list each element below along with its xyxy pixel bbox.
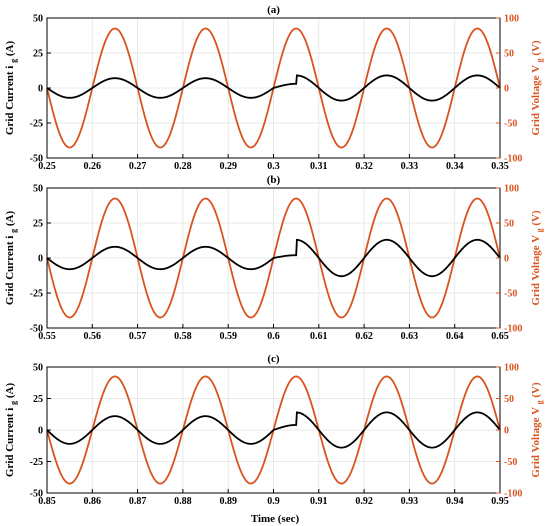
y-left-tick-label: -25	[30, 119, 43, 130]
x-tick-label: 0.26	[84, 161, 102, 172]
x-tick-label: 0.27	[129, 161, 147, 172]
x-tick-label: 0.55	[38, 331, 56, 342]
y-left-tick-label: 25	[33, 49, 43, 60]
chart-panel-3: 0.85 0.86 0.87 0.88 0.89 0.9 0.91 0.92 0.93 0.94 0…	[4, 353, 544, 507]
x-tick-label: 0.65	[491, 331, 509, 342]
y-right-tick-label: 100	[504, 184, 519, 195]
grid-current-line	[46, 411, 501, 449]
panel-title: (b)	[267, 174, 281, 186]
y-left-axis-title: Grid Current i g (A)	[4, 41, 18, 136]
x-tick-label: 0.34	[446, 161, 464, 172]
x-tick-label: 0.58	[174, 331, 192, 342]
y-left-axis-title: Grid Current i g (A)	[4, 383, 18, 478]
y-left-tick-label: -50	[30, 324, 43, 335]
x-tick-label: 0.57	[129, 331, 147, 342]
y-left-axis-title: Grid Current i g (A)	[4, 211, 18, 306]
panels: 0.25 0.26 0.27 0.28 0.29 0.3 0.31 0.32 0.33 0.34 0…	[4, 4, 544, 507]
x-tick-label: 0.64	[446, 331, 464, 342]
y-right-tick-label: 100	[504, 363, 519, 374]
y-right-tick-label: 50	[504, 49, 514, 60]
y-right-tick-label: -100	[504, 154, 522, 165]
x-tick-label: 0.9	[267, 496, 280, 507]
x-tick-label: 0.6	[267, 331, 280, 342]
y-right-tick-label: 50	[504, 394, 514, 405]
y-left-tick-label: 0	[38, 426, 43, 437]
y-right-tick-label: 0	[504, 84, 509, 95]
chart-panel-1: 0.25 0.26 0.27 0.28 0.29 0.3 0.31 0.32 0.33 0.34 0…	[4, 4, 544, 172]
x-tick-label: 0.25	[38, 161, 56, 172]
x-tick-label: 0.56	[84, 331, 102, 342]
x-tick-label: 0.29	[219, 161, 237, 172]
y-right-axis-title: Grid Voltage V g (V)	[530, 210, 544, 306]
y-left-tick-label: 50	[33, 184, 43, 195]
y-left-tick-label: 25	[33, 394, 43, 405]
y-right-axis-title: Grid Voltage V g (V)	[530, 382, 544, 478]
x-tick-label: 0.31	[310, 161, 328, 172]
y-left-tick-label: 25	[33, 219, 43, 230]
x-tick-label: 0.95	[491, 496, 509, 507]
y-right-tick-label: 50	[504, 219, 514, 230]
x-tick-label: 0.28	[174, 161, 192, 172]
panel-title: (a)	[267, 4, 280, 16]
x-tick-label: 0.3	[267, 161, 280, 172]
y-right-tick-label: -100	[504, 324, 522, 335]
y-left-tick-label: 0	[38, 254, 43, 265]
x-tick-label: 0.89	[219, 496, 237, 507]
x-tick-label: 0.86	[84, 496, 102, 507]
x-tick-label: 0.63	[401, 331, 419, 342]
y-right-tick-label: -50	[504, 289, 517, 300]
x-tick-label: 0.33	[401, 161, 419, 172]
y-left-tick-label: 50	[33, 14, 43, 25]
y-right-tick-label: 0	[504, 254, 509, 265]
y-right-tick-label: -50	[504, 119, 517, 130]
x-tick-label: 0.35	[491, 161, 509, 172]
panel-title: (c)	[267, 353, 280, 365]
y-left-tick-label: -50	[30, 154, 43, 165]
y-left-tick-label: -25	[30, 457, 43, 468]
y-right-tick-label: 0	[504, 426, 509, 437]
x-tick-label: 0.59	[219, 331, 237, 342]
y-right-tick-label: -50	[504, 457, 517, 468]
y-left-tick-label: -50	[30, 489, 43, 500]
y-right-tick-label: 100	[504, 14, 519, 25]
x-tick-label: 0.62	[355, 331, 373, 342]
x-tick-label: 0.91	[310, 496, 328, 507]
y-right-axis-title: Grid Voltage V g (V)	[530, 40, 544, 136]
y-left-tick-label: 0	[38, 84, 43, 95]
x-tick-label: 0.88	[174, 496, 192, 507]
x-tick-label: 0.85	[38, 496, 56, 507]
y-left-tick-label: 50	[33, 363, 43, 374]
x-tick-label: 0.92	[355, 496, 373, 507]
chart-panel-2: 0.55 0.56 0.57 0.58 0.59 0.6 0.61 0.62 0.63 0.64 0…	[4, 174, 544, 342]
x-axis-title: Time (sec)	[251, 513, 300, 525]
grid-current-line	[46, 238, 501, 278]
x-tick-label: 0.61	[310, 331, 328, 342]
y-right-tick-label: -100	[504, 489, 522, 500]
x-tick-label: 0.94	[446, 496, 464, 507]
x-tick-label: 0.32	[355, 161, 373, 172]
y-left-tick-label: -25	[30, 289, 43, 300]
grid-current-line	[46, 74, 501, 102]
x-tick-label: 0.93	[401, 496, 419, 507]
x-tick-label: 0.87	[129, 496, 147, 507]
